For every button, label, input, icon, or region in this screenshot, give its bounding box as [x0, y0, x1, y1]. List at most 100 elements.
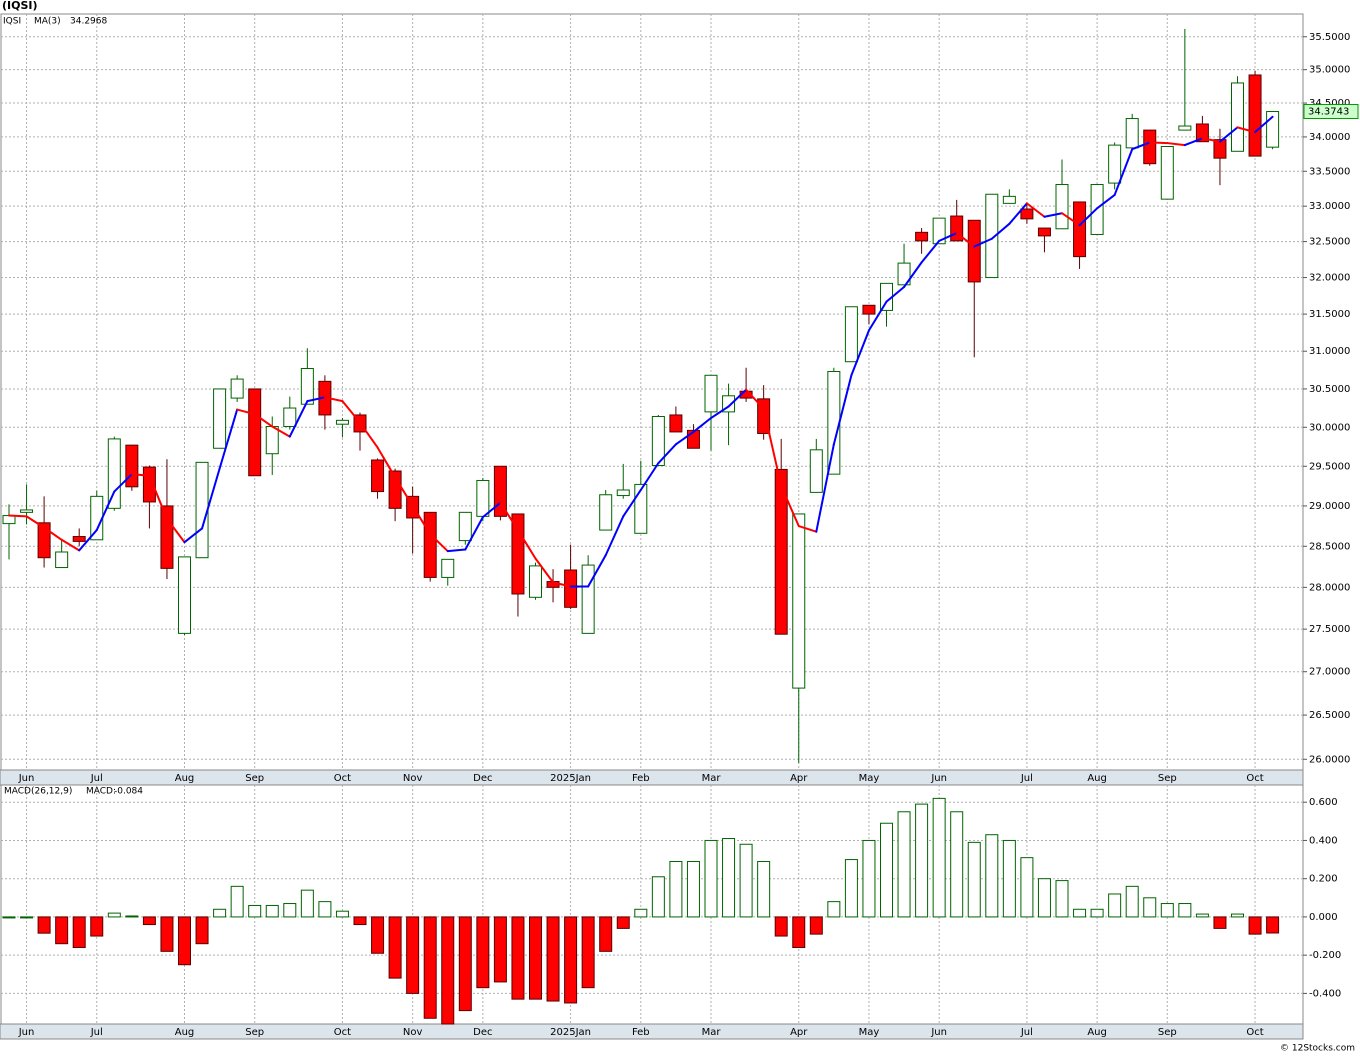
candle-body — [283, 407, 297, 428]
candle-body — [1055, 183, 1069, 230]
bar — [2, 916, 16, 919]
candle-body — [160, 505, 174, 569]
bar — [1037, 878, 1051, 918]
candle-body — [265, 426, 279, 455]
x-tick-label: Aug — [175, 773, 195, 784]
legend-ma-value: 34.2968 — [70, 17, 107, 27]
price-tag-label: 34.3743 — [1308, 107, 1349, 118]
bar — [774, 916, 788, 937]
candle-body — [1143, 129, 1157, 165]
candle-body — [423, 511, 437, 578]
candle-body — [774, 468, 788, 635]
bar — [90, 916, 104, 937]
legend-ticker: IQSI — [3, 17, 21, 27]
ma-line — [832, 374, 853, 446]
ma-line — [1148, 141, 1169, 145]
bar — [1160, 903, 1174, 918]
x-tick-label: Oct — [1246, 773, 1263, 784]
ma-line — [499, 501, 519, 532]
bar — [213, 908, 227, 918]
candle-body — [862, 304, 876, 315]
ma-line — [376, 446, 397, 479]
y-tick-label: 33.5000 — [1309, 166, 1350, 177]
ma-line — [604, 515, 625, 557]
bar — [20, 916, 34, 919]
ma-line — [990, 222, 1011, 240]
bar — [335, 910, 349, 918]
y-tick-label: 29.0000 — [1309, 501, 1350, 512]
candle-body — [634, 483, 648, 534]
x-tick-label: Sep — [245, 1027, 264, 1038]
x-tick-label: Jul — [1020, 773, 1033, 784]
candle-body — [1002, 195, 1016, 204]
ma-line — [797, 525, 818, 533]
candle-body — [125, 444, 139, 488]
x-tick-label: Sep — [1158, 773, 1177, 784]
ma-line — [236, 408, 256, 416]
y-tick-label: 32.0000 — [1309, 273, 1350, 284]
bar — [353, 916, 367, 926]
bar — [265, 904, 279, 918]
y-tick-label: 26.0000 — [1309, 754, 1350, 765]
y-tick-label: 0.400 — [1309, 835, 1338, 846]
ma-line — [481, 501, 502, 519]
candle-body — [458, 511, 472, 542]
chart-title: (IQSI) — [2, 0, 38, 12]
candle-body — [1125, 118, 1139, 149]
x-tick-label: Feb — [632, 773, 650, 784]
price-tag — [1303, 104, 1359, 120]
x-tick-label: Apr — [790, 1027, 808, 1038]
ma-line — [639, 462, 660, 491]
x-tick-label: Feb — [632, 1027, 650, 1038]
ma-line — [1218, 126, 1239, 143]
ma-line — [622, 488, 642, 518]
x-axis-strip — [0, 1023, 1304, 1040]
bar — [1248, 916, 1262, 935]
x-axis-strip — [0, 769, 1304, 786]
bar — [809, 916, 823, 935]
ma-line — [850, 329, 870, 377]
bar — [862, 839, 876, 918]
bar — [599, 916, 613, 952]
ma-line — [516, 529, 537, 560]
bar — [1073, 908, 1087, 918]
ma-line — [587, 554, 607, 588]
bar — [195, 916, 209, 945]
y-tick-label: 34.5000 — [1309, 98, 1350, 109]
bar — [722, 838, 736, 918]
ma-line — [780, 485, 800, 528]
ma-line — [692, 417, 712, 433]
bar — [406, 916, 420, 994]
candle-body — [511, 513, 525, 595]
x-tick-label: Aug — [175, 1027, 195, 1038]
y-tick-label: 32.5000 — [1309, 237, 1350, 248]
candle-body — [1073, 201, 1087, 258]
candle-body — [441, 558, 455, 578]
x-tick-label: Jul — [90, 1027, 103, 1038]
bar — [1178, 903, 1192, 918]
x-tick-label: Oct — [334, 773, 351, 784]
bar — [757, 860, 771, 918]
ma-line — [148, 474, 168, 520]
bar — [546, 916, 560, 1002]
footer: © 12Stocks.com — [1280, 1044, 1355, 1054]
candle-body — [1248, 74, 1262, 157]
y-tick-label: 35.5000 — [1309, 32, 1350, 43]
bar — [792, 916, 806, 949]
bar — [248, 904, 262, 918]
bar — [441, 916, 455, 1025]
y-tick-label: 28.5000 — [1309, 541, 1350, 552]
candle-body — [1178, 125, 1192, 131]
ma-line — [1096, 193, 1116, 210]
x-tick-label: Dec — [473, 773, 492, 784]
x-tick-label: Nov — [403, 773, 423, 784]
bar — [318, 901, 332, 918]
bar — [160, 916, 174, 952]
bar — [1090, 908, 1104, 918]
y-tick-label: 35.0000 — [1309, 65, 1350, 76]
ma-line — [1166, 142, 1186, 147]
ma-line — [955, 232, 976, 248]
x-tick-label: Jun — [18, 773, 35, 784]
candle-body — [1108, 144, 1122, 184]
